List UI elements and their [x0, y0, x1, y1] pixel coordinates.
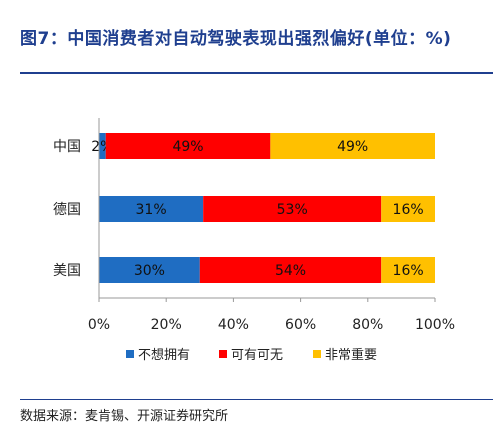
data-label: 16%	[393, 202, 424, 218]
category-label: 美国	[53, 263, 81, 279]
legend-swatch	[313, 350, 321, 358]
data-label: 31%	[136, 202, 167, 218]
data-label: 54%	[275, 263, 306, 279]
bar-segment	[381, 257, 435, 283]
legend-swatch	[219, 350, 227, 358]
data-label: 53%	[277, 202, 308, 218]
bar-segment	[99, 133, 106, 159]
bar-segment	[203, 196, 382, 222]
legend-label: 非常重要	[325, 347, 377, 363]
data-label: 49%	[172, 139, 203, 155]
stacked-bar-chart: 中国 2% 49% 49%德国 31% 53% 16%美国 30% 54% 16% 0% 20% 40…	[53, 118, 455, 363]
legend-label: 可有可无	[231, 348, 283, 363]
title-divider	[20, 72, 493, 74]
bar-segment	[381, 196, 435, 222]
x-tick-label: 80%	[352, 317, 383, 333]
bar-segment	[99, 196, 204, 222]
legend-swatch	[126, 350, 134, 358]
bar-segment	[270, 133, 435, 159]
x-tick-label: 40%	[218, 317, 249, 333]
source-note: 数据来源：麦肯锡、开源证券研究所	[20, 409, 229, 424]
x-tick-label: 0%	[88, 317, 110, 333]
x-tick-label: 100%	[415, 317, 455, 333]
x-tick-label: 60%	[285, 317, 316, 333]
data-label: 49%	[337, 139, 368, 155]
bar-segment	[99, 257, 200, 283]
category-label: 德国	[53, 202, 81, 218]
x-tick-label: 20%	[151, 317, 182, 333]
data-label: 16%	[393, 263, 424, 279]
data-label: 30%	[134, 263, 165, 279]
bar-segment	[105, 133, 271, 159]
chart-title: 图7：中国消费者对自动驾驶表现出强烈偏好(单位：%)	[20, 29, 452, 49]
source-divider	[20, 399, 493, 400]
legend-label: 不想拥有	[138, 347, 190, 363]
bar-segment	[199, 257, 382, 283]
category-label: 中国	[53, 139, 81, 155]
